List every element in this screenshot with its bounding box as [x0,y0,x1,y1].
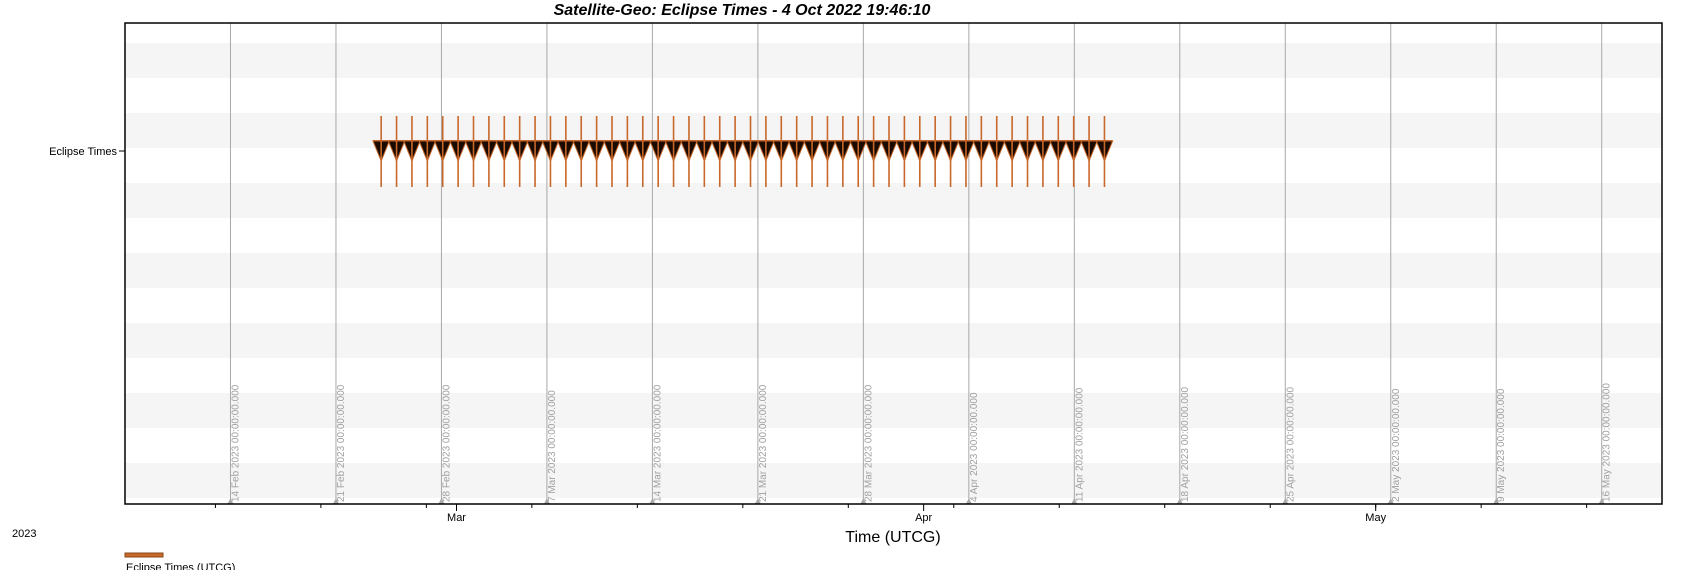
marker-label: 2 May 2023 00:00:00.000 [1391,388,1402,502]
chart-title: Satellite-Geo: Eclipse Times - 4 Oct 202… [554,2,931,19]
y-axis: Eclipse Times [49,146,125,158]
background-band [125,463,1662,498]
vertical-markers: 14 Feb 2023 00:00:00.000 21 Feb 2023 00:0… [227,23,1613,504]
marker-tick [1598,498,1605,504]
marker-tick [332,498,339,504]
marker-tick [1071,498,1078,504]
marker-tick [227,498,234,504]
marker-label: 14 Feb 2023 00:00:00.000 [230,384,241,502]
marker-label: 21 Feb 2023 00:00:00.000 [336,384,347,502]
x-axis-label: Time (UTCG) [845,529,940,546]
marker-tick [438,498,445,504]
marker-label: 25 Apr 2023 00:00:00.000 [1285,386,1296,502]
marker-label: 4 Apr 2023 00:00:00.000 [969,392,980,502]
marker-tick [1493,498,1500,504]
legend: Eclipse Times (UTCG) [124,552,235,570]
legend-swatch [124,552,164,558]
marker-tick [1387,498,1394,504]
background-bands [125,43,1662,498]
marker-label: 9 May 2023 00:00:00.000 [1496,388,1507,502]
x-month-label: Mar [447,512,466,524]
marker-label: 28 Feb 2023 00:00:00.000 [441,384,452,502]
background-band [125,183,1662,218]
marker-tick [1282,498,1289,504]
background-band [125,253,1662,288]
plot-frame [124,22,1663,505]
background-band [125,323,1662,358]
marker-tick [965,498,972,504]
marker-tick [543,498,550,504]
marker-tick [754,498,761,504]
legend-label: Eclipse Times (UTCG) [126,562,235,570]
marker-tick [860,498,867,504]
x-month-label: Apr [915,512,932,524]
background-band [125,43,1662,78]
year-label: 2023 [12,528,36,540]
x-axis: Mar Apr May [214,504,1588,524]
eclipse-events [372,116,1114,187]
x-month-label: May [1365,512,1386,524]
marker-label: 14 Mar 2023 00:00:00.000 [652,384,663,502]
marker-label: 7 Mar 2023 00:00:00.000 [547,390,558,502]
marker-label: 18 Apr 2023 00:00:00.000 [1180,386,1191,502]
marker-tick [1176,498,1183,504]
marker-tick [649,498,656,504]
marker-label: 11 Apr 2023 00:00:00.000 [1074,387,1085,502]
background-band [125,393,1662,428]
y-tick-label: Eclipse Times [49,146,117,158]
marker-label: 21 Mar 2023 00:00:00.000 [758,384,769,502]
marker-label: 28 Mar 2023 00:00:00.000 [863,384,874,502]
marker-label: 16 May 2023 00:00:00.000 [1602,383,1613,502]
